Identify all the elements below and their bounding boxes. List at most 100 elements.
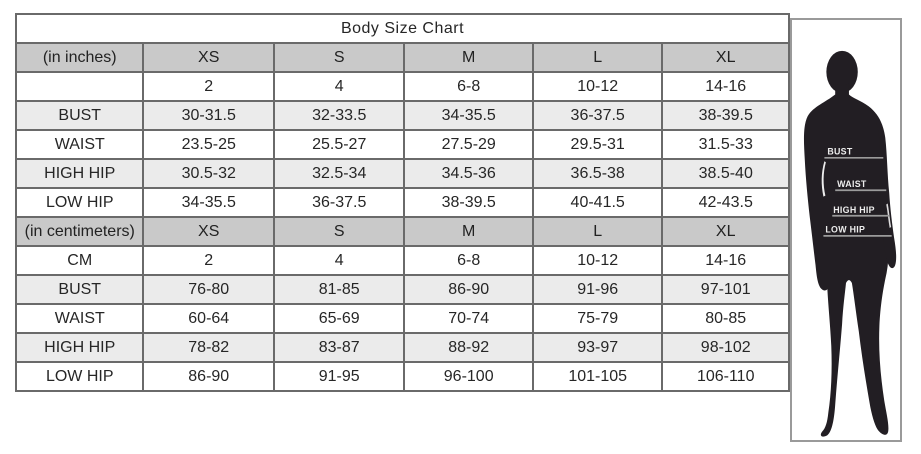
value-cell: 98-102: [661, 332, 790, 363]
value-cell: 25.5-27: [272, 129, 406, 160]
value-cell: 36-37.5: [272, 187, 406, 218]
title-row: Body Size Chart: [15, 13, 790, 44]
figure-panel: BUST WAIST HIGH HIP LOW HIP: [790, 18, 902, 442]
table-row: 2 4 6-8 10-12 14-16: [14, 71, 790, 102]
table-row: HIGH HIP 30.5-32 32.5-34 34.5-36 36.5-38 38.5…: [14, 158, 790, 189]
value-cell: 23.5-25: [142, 129, 275, 160]
value-cell: 2: [142, 71, 275, 102]
size-header-cell: M: [403, 216, 534, 247]
size-header-cell: XL: [661, 216, 790, 247]
silhouette-body: [803, 82, 889, 437]
row-label-cell: BUST: [14, 100, 145, 131]
row-label-cell: HIGH HIP: [14, 158, 145, 189]
size-header-cell: XS: [142, 216, 275, 247]
table-row: LOW HIP 86-90 91-95 96-100 101-105 106-110: [14, 361, 790, 392]
size-header-cell: L: [531, 42, 664, 73]
value-cell: 34-35.5: [142, 187, 275, 218]
value-cell: 81-85: [272, 274, 406, 305]
value-cell: 6-8: [403, 71, 534, 102]
value-cell: 36-37.5: [531, 100, 664, 131]
figure-label-waist: WAIST: [837, 179, 867, 189]
centimeters-section: (in centimeters) XS S M L XL CM 2 4 6-8 10-12 14-16…: [14, 216, 790, 392]
value-cell: 83-87: [272, 332, 406, 363]
unit-label-cell: (in centimeters): [14, 216, 145, 247]
size-header-cell: S: [272, 42, 406, 73]
silhouette-right-arm: [870, 108, 897, 269]
size-header-row: (in inches) XS S M L XL: [14, 42, 790, 73]
size-chart-sheet: Body Size Chart (in inches) XS S M L XL 2 4 6-8 1…: [14, 13, 902, 442]
value-cell: 106-110: [661, 361, 790, 392]
value-cell: 2: [142, 245, 275, 276]
table-row: BUST 30-31.5 32-33.5 34-35.5 36-37.5 38-39.5: [14, 100, 790, 131]
value-cell: 32.5-34: [272, 158, 406, 189]
figure-label-low-hip: LOW HIP: [825, 224, 865, 234]
table-row: WAIST 23.5-25 25.5-27 27.5-29 29.5-31 31.5-33: [14, 129, 790, 160]
table-row: CM 2 4 6-8 10-12 14-16: [14, 245, 790, 276]
row-label-cell: WAIST: [14, 303, 145, 334]
value-cell: 80-85: [661, 303, 790, 334]
value-cell: 70-74: [403, 303, 534, 334]
row-label-cell: HIGH HIP: [14, 332, 145, 363]
row-label-cell: [14, 71, 145, 102]
table-row: LOW HIP 34-35.5 36-37.5 38-39.5 40-41.5 42-43…: [14, 187, 790, 218]
value-cell: 34.5-36: [403, 158, 534, 189]
left-arm-gap: [821, 161, 826, 197]
row-label-cell: WAIST: [14, 129, 145, 160]
value-cell: 6-8: [403, 245, 534, 276]
value-cell: 29.5-31: [531, 129, 664, 160]
row-label-cell: LOW HIP: [14, 187, 145, 218]
value-cell: 93-97: [531, 332, 664, 363]
size-header-cell: L: [531, 216, 664, 247]
value-cell: 30.5-32: [142, 158, 275, 189]
figure-label-bust: BUST: [827, 146, 853, 156]
value-cell: 40-41.5: [531, 187, 664, 218]
value-cell: 86-90: [142, 361, 275, 392]
size-header-cell: S: [272, 216, 406, 247]
unit-label-cell: (in inches): [14, 42, 145, 73]
female-silhouette-image: BUST WAIST HIGH HIP LOW HIP: [803, 50, 897, 437]
size-header-cell: XL: [661, 42, 790, 73]
value-cell: 65-69: [272, 303, 406, 334]
value-cell: 34-35.5: [403, 100, 534, 131]
value-cell: 10-12: [531, 245, 664, 276]
value-cell: 38-39.5: [403, 187, 534, 218]
value-cell: 14-16: [661, 71, 790, 102]
value-cell: 32-33.5: [272, 100, 406, 131]
value-cell: 30-31.5: [142, 100, 275, 131]
row-label-cell: BUST: [14, 274, 145, 305]
value-cell: 14-16: [661, 245, 790, 276]
page-title: Body Size Chart: [15, 13, 790, 44]
value-cell: 78-82: [142, 332, 275, 363]
size-header-cell: M: [403, 42, 534, 73]
table-row: HIGH HIP 78-82 83-87 88-92 93-97 98-102: [14, 332, 790, 363]
silhouette-head: [826, 50, 858, 94]
value-cell: 27.5-29: [403, 129, 534, 160]
value-cell: 42-43.5: [661, 187, 790, 218]
value-cell: 101-105: [531, 361, 664, 392]
value-cell: 76-80: [142, 274, 275, 305]
value-cell: 38.5-40: [661, 158, 790, 189]
size-header-row: (in centimeters) XS S M L XL: [14, 216, 790, 247]
value-cell: 60-64: [142, 303, 275, 334]
value-cell: 10-12: [531, 71, 664, 102]
inches-section: (in inches) XS S M L XL 2 4 6-8 10-12 14-16 BUST 30-…: [14, 42, 790, 218]
value-cell: 4: [272, 71, 406, 102]
value-cell: 88-92: [403, 332, 534, 363]
value-cell: 31.5-33: [661, 129, 790, 160]
value-cell: 96-100: [403, 361, 534, 392]
table-row: WAIST 60-64 65-69 70-74 75-79 80-85: [14, 303, 790, 334]
value-cell: 91-96: [531, 274, 664, 305]
size-table: Body Size Chart (in inches) XS S M L XL 2 4 6-8 1…: [14, 13, 790, 392]
value-cell: 4: [272, 245, 406, 276]
value-cell: 91-95: [272, 361, 406, 392]
table-row: BUST 76-80 81-85 86-90 91-96 97-101: [14, 274, 790, 305]
figure-label-high-hip: HIGH HIP: [833, 205, 875, 215]
value-cell: 75-79: [531, 303, 664, 334]
row-label-cell: CM: [14, 245, 145, 276]
row-label-cell: LOW HIP: [14, 361, 145, 392]
value-cell: 36.5-38: [531, 158, 664, 189]
size-header-cell: XS: [142, 42, 275, 73]
value-cell: 38-39.5: [661, 100, 790, 131]
value-cell: 86-90: [403, 274, 534, 305]
value-cell: 97-101: [661, 274, 790, 305]
